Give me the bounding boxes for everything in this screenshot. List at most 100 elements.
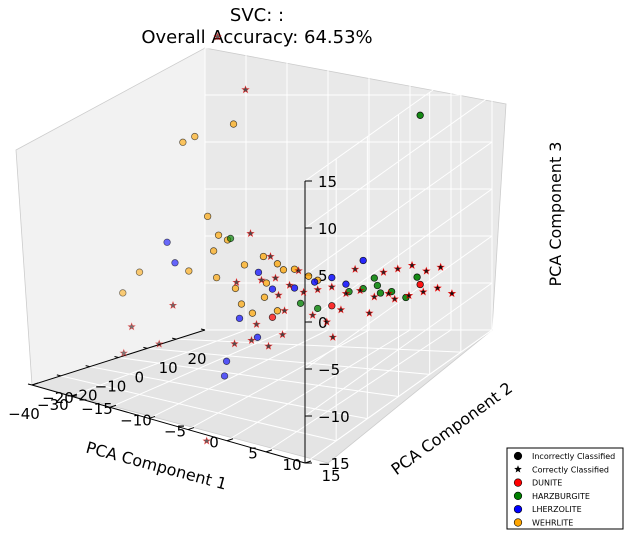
correct-point xyxy=(433,283,442,292)
correct-point xyxy=(127,322,136,331)
y-tick-mark xyxy=(148,415,156,419)
misclassified-point xyxy=(314,304,322,313)
misclassified-point xyxy=(359,256,367,265)
z-tick-label: −5 xyxy=(318,361,340,379)
correct-point xyxy=(355,286,365,295)
correct-point xyxy=(246,229,255,238)
legend-marker xyxy=(513,491,523,501)
y-tick-label: 15 xyxy=(321,467,340,485)
misclassified-point xyxy=(229,120,238,128)
legend-label: Incorrectly Classified xyxy=(532,452,615,461)
legend-label: LHERZOLITE xyxy=(532,505,582,514)
correct-point xyxy=(252,319,261,328)
misclassified-point xyxy=(203,212,212,221)
z-axis-label: PCA Component 3 xyxy=(546,141,565,286)
correct-point xyxy=(336,305,346,314)
misclassified-point xyxy=(304,272,313,280)
misclassified-point xyxy=(328,302,336,310)
correct-point xyxy=(379,267,388,276)
misclassified-point xyxy=(135,268,144,276)
legend: Incorrectly Classified Correctly Classifi… xyxy=(506,447,624,530)
correct-point xyxy=(280,306,289,315)
misclassified-point xyxy=(185,267,193,275)
z-tick-label: −15 xyxy=(318,455,350,473)
y-tick-mark xyxy=(70,393,78,397)
data-points xyxy=(119,32,457,445)
chart-title-line-2: Overall Accuracy: 64.53% xyxy=(141,27,372,48)
correct-point xyxy=(393,264,403,273)
y-tick-label: 0 xyxy=(209,434,219,452)
correct-point xyxy=(154,339,164,348)
x-tick-label: −10 xyxy=(95,378,127,396)
grid-line xyxy=(147,347,430,375)
grid-line xyxy=(304,47,493,182)
correct-point xyxy=(327,282,337,291)
correct-point xyxy=(264,341,273,350)
correct-point xyxy=(241,85,250,94)
grid-line xyxy=(304,94,493,229)
grid-line xyxy=(304,141,493,276)
misclassified-point xyxy=(226,234,235,243)
left-pane xyxy=(15,47,206,386)
misclassified-point xyxy=(222,357,231,365)
correct-point xyxy=(266,252,275,261)
y-tick-mark xyxy=(226,438,234,442)
x-tick-mark xyxy=(27,383,33,386)
correct-point xyxy=(202,436,211,445)
correct-point xyxy=(294,266,303,275)
grid-line xyxy=(118,357,399,397)
x-tick-label: 10 xyxy=(159,359,178,377)
x-axis-label: PCA Component 1 xyxy=(84,438,229,494)
x-tick-mark xyxy=(114,356,119,358)
misclassified-point xyxy=(268,285,277,293)
misclassified-point xyxy=(235,314,244,323)
misclassified-point xyxy=(262,279,271,287)
misclassified-point xyxy=(171,259,179,267)
misclassified-point xyxy=(240,261,249,269)
y-tick-label: −5 xyxy=(164,422,186,440)
x-tick-mark xyxy=(56,374,61,377)
misclassified-point xyxy=(290,284,299,292)
correct-point xyxy=(119,348,129,357)
x-tick-mark xyxy=(200,328,206,331)
grid-line xyxy=(89,366,368,420)
misclassified-point xyxy=(370,274,378,282)
y-tick-mark xyxy=(187,427,195,431)
z-tick-label: −10 xyxy=(318,408,350,426)
correct-point xyxy=(384,289,393,298)
misclassified-point xyxy=(237,300,246,308)
misclassified-point xyxy=(212,273,221,282)
grid-line xyxy=(304,282,493,417)
grid-line xyxy=(304,188,493,323)
grid-line xyxy=(70,329,247,397)
correct-point xyxy=(328,332,338,341)
y-tick-mark xyxy=(265,449,273,453)
correct-point xyxy=(257,275,266,284)
misclassified-point xyxy=(310,278,319,286)
misclassified-point xyxy=(254,268,263,277)
misclassified-point xyxy=(209,247,218,255)
grid-line xyxy=(109,329,288,408)
y-tick-label: −15 xyxy=(81,400,113,418)
y-tick-label: −20 xyxy=(42,389,74,407)
legend-marker xyxy=(513,505,523,514)
correct-point xyxy=(419,287,428,296)
correct-point xyxy=(285,280,294,289)
x-tick-label: −30 xyxy=(37,396,69,414)
x-tick-label: 20 xyxy=(187,350,206,368)
correct-point xyxy=(274,290,283,299)
x-tick-label: −20 xyxy=(66,387,98,405)
grid-line xyxy=(187,329,370,431)
misclassified-point xyxy=(260,293,269,301)
y-tick-mark xyxy=(31,382,39,386)
y-tick-label: 10 xyxy=(282,456,301,474)
correct-point xyxy=(232,277,241,286)
correct-point xyxy=(168,300,178,309)
x-tick-mark xyxy=(172,337,177,340)
misclassified-point xyxy=(163,238,171,246)
legend-marker xyxy=(513,518,523,527)
correct-point xyxy=(278,330,287,339)
correct-point xyxy=(365,308,374,317)
legend-marker xyxy=(514,465,522,473)
